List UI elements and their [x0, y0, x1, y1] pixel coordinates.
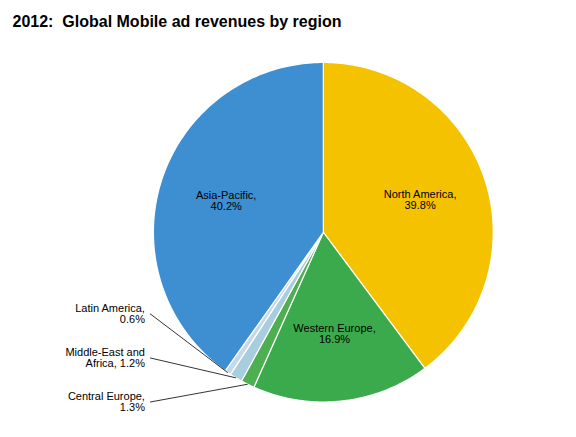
svg-text:Latin America,0.6%: Latin America,0.6% — [75, 302, 145, 325]
svg-text:Western Europe,16.9%: Western Europe,16.9% — [293, 322, 375, 345]
svg-text:2012: Global Mobile ad revenu: 2012: Global Mobile ad revenues by regio… — [13, 13, 342, 30]
svg-text:Asia-Pacific,40.2%: Asia-Pacific,40.2% — [196, 189, 257, 212]
svg-text:Central Europe,1.3%: Central Europe,1.3% — [68, 390, 145, 413]
svg-text:North America,39.8%: North America,39.8% — [384, 188, 457, 211]
svg-text:Middle-East andAfrica, 1.2%: Middle-East andAfrica, 1.2% — [65, 346, 145, 369]
